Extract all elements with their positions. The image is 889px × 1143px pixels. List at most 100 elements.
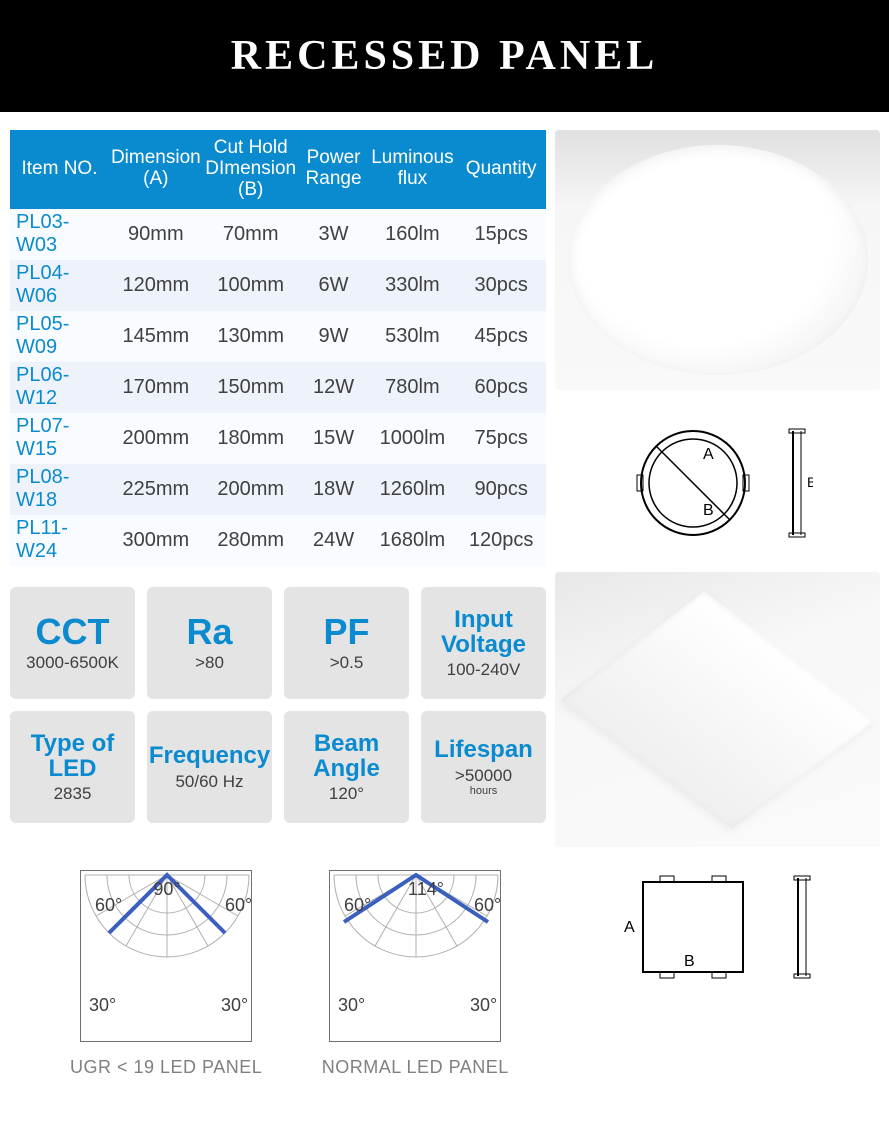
square-panel-sq [560,591,875,829]
polar-ugr19-caption: UGR < 19 LED PANEL [70,1057,262,1078]
cell-itemno: PL03-W03 [10,209,109,260]
table-row: PL05-W09145mm130mm9W530lm45pcs [10,311,546,362]
tile-title: Frequency [149,743,270,768]
polar-normal: 114° 60° 60° 30° 30° NORMAL LED PANEL [322,870,509,1078]
cell-value: 120mm [109,260,203,311]
col-qty: Quantity [456,130,546,209]
square-panel-photo [555,572,880,847]
polar-tick: 30° [338,995,365,1015]
cell-itemno: PL04-W06 [10,260,109,311]
spec-table: Item NO. Dimension (A) Cut Hold DImensio… [10,130,546,566]
cell-value: 160lm [368,209,456,260]
metric-tiles: CCT 3000-6500K Ra >80 PF >0.5 Input Voltage100… [10,587,546,823]
cell-value: 90pcs [456,464,546,515]
col-flux: Luminous flux [368,130,456,209]
col-dim-a: Dimension (A) [109,130,203,209]
cell-value: 12W [299,362,369,413]
tile-value: >0.5 [330,654,364,672]
cell-value: 170mm [109,362,203,413]
tile-title: Ra [186,614,232,650]
col-itemno: Item NO. [10,130,109,209]
cell-value: 9W [299,311,369,362]
polar-ugr19-svg: 90° 60° 60° 30° 30° [80,870,252,1042]
cell-value: 300mm [109,515,203,566]
polar-left-angle: 90° [154,879,181,899]
square-diagram-svg: A B [618,872,768,982]
square-profile-svg [792,872,818,982]
metric-tile: PF >0.5 [284,587,409,699]
table-row: PL03-W0390mm70mm3W160lm15pcs [10,209,546,260]
cell-value: 180mm [203,413,299,464]
square-label-a: A [624,919,635,936]
round-label-a: A [703,446,714,463]
polar-tick: 30° [221,995,248,1015]
metric-tile: Type of LED 2835 [10,711,135,823]
tile-title: PF [323,614,369,650]
square-diagram: A B [555,867,880,987]
cell-value: 6W [299,260,369,311]
tile-value: 100-240V [447,661,521,679]
tile-value: 2835 [54,785,92,803]
tile-title: CCT [36,614,110,650]
cell-value: 200mm [203,464,299,515]
body-area: Item NO. Dimension (A) Cut Hold DImensio… [10,130,879,566]
metric-tile: Input Voltage100-240V [421,587,546,699]
cell-itemno: PL07-W15 [10,413,109,464]
cell-value: 100mm [203,260,299,311]
round-profile-b: B [807,474,813,490]
square-label-b: B [684,953,695,970]
polar-tick: 60° [344,895,371,915]
cell-value: 30pcs [456,260,546,311]
cell-value: 1260lm [368,464,456,515]
tile-value: 3000-6500K [26,654,119,672]
cell-itemno: PL08-W18 [10,464,109,515]
tile-title: Type of LED [10,731,135,781]
cell-value: 130mm [203,311,299,362]
polar-ugr19: 90° 60° 60° 30° 30° UGR < 19 LED PANEL [70,870,262,1078]
col-power: Power Range [299,130,369,209]
cell-value: 225mm [109,464,203,515]
col-dim-b: Cut Hold DImension (B) [203,130,299,209]
cell-value: 60pcs [456,362,546,413]
cell-value: 3W [299,209,369,260]
cell-value: 150mm [203,362,299,413]
metric-tile: Beam Angle120° [284,711,409,823]
round-diagram: A B B [555,418,880,548]
cell-itemno: PL06-W12 [10,362,109,413]
cell-value: 145mm [109,311,203,362]
cell-value: 1680lm [368,515,456,566]
table-row: PL11-W24300mm280mm24W1680lm120pcs [10,515,546,566]
cell-value: 780lm [368,362,456,413]
polar-tick: 30° [470,995,497,1015]
tile-value: >50000 [455,767,512,785]
cell-value: 18W [299,464,369,515]
round-label-b: B [703,502,714,519]
polar-right-angle: 114° [408,879,444,899]
cell-value: 15W [299,413,369,464]
table-row: PL04-W06120mm100mm6W330lm30pcs [10,260,546,311]
tile-value: 120° [329,785,364,803]
table-row: PL06-W12170mm150mm12W780lm60pcs [10,362,546,413]
cell-value: 15pcs [456,209,546,260]
cell-value: 1000lm [368,413,456,464]
spec-table-body: PL03-W0390mm70mm3W160lm15pcsPL04-W06120m… [10,209,546,566]
right-column: A B B A B [555,130,880,987]
cell-value: 75pcs [456,413,546,464]
polar-normal-caption: NORMAL LED PANEL [322,1057,509,1078]
cell-value: 90mm [109,209,203,260]
cell-value: 24W [299,515,369,566]
cell-value: 200mm [109,413,203,464]
metric-tile: Lifespan>50000hours [421,711,546,823]
round-panel-photo [555,130,880,390]
round-profile-svg: B [787,423,813,543]
table-row: PL08-W18225mm200mm18W1260lm90pcs [10,464,546,515]
cell-value: 70mm [203,209,299,260]
title-bar: RECESSED PANEL [0,0,889,112]
cell-value: 330lm [368,260,456,311]
cell-itemno: PL05-W09 [10,311,109,362]
cell-value: 530lm [368,311,456,362]
polar-tick: 60° [474,895,501,915]
spec-table-head: Item NO. Dimension (A) Cut Hold DImensio… [10,130,546,209]
tile-value: >80 [195,654,224,672]
tile-unit: hours [470,785,498,797]
